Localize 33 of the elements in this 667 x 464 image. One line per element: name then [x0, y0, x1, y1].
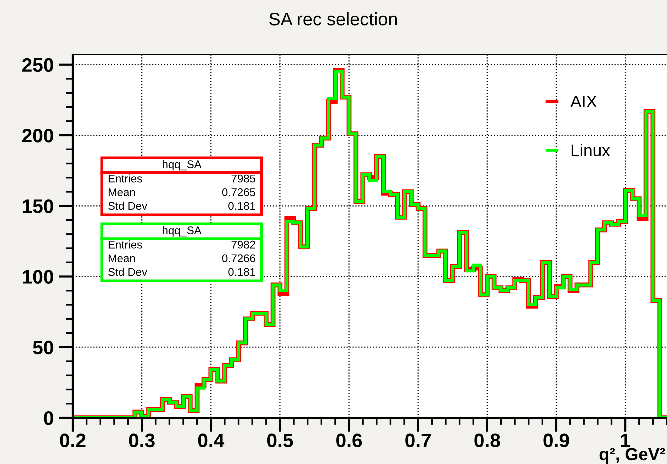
annotation: 7982 — [232, 240, 256, 249]
annotation: Mean — [108, 188, 136, 196]
y-tick-label: 0 — [44, 411, 54, 426]
annotation: 0.7265 — [222, 188, 256, 196]
annotation: Mean — [108, 254, 136, 262]
x-tick-label: 0.9 — [544, 434, 570, 448]
y-tick-label: 150 — [23, 200, 54, 214]
y-tick-label: 250 — [22, 58, 54, 72]
annotation: Std Dev — [108, 268, 148, 276]
x-tick-label: 0.4 — [198, 434, 225, 448]
x-tick-label: 0.6 — [336, 434, 362, 448]
x-tick-label: 0.5 — [267, 434, 294, 448]
annotation: Entries — [108, 174, 142, 183]
annotation: 7985 — [232, 174, 256, 183]
y-tick-label: 200 — [22, 128, 54, 143]
annotation: hqq_SA — [163, 160, 202, 171]
annotation: 0.181 — [228, 268, 256, 276]
y-tick-label: 100 — [23, 270, 54, 284]
x-tick-label: 1 — [621, 434, 630, 448]
legend-label: Linux — [572, 144, 610, 157]
x-tick-label: 0.3 — [129, 434, 155, 448]
x-tick-label: 0.7 — [406, 434, 432, 448]
x-tick-label: 0.8 — [474, 434, 500, 448]
chart-title: SA rec selection — [270, 12, 398, 26]
legend-label: AIX — [570, 96, 598, 108]
annotation: 0.7266 — [222, 254, 256, 262]
annotation: hqq_SA — [163, 226, 202, 237]
x-tick-label: 0.2 — [60, 434, 86, 448]
x-axis-title: q², GeV² — [600, 448, 666, 464]
annotation: Entries — [108, 240, 142, 249]
annotation: 0.181 — [228, 202, 256, 210]
y-tick-label: 50 — [33, 340, 54, 355]
annotation: Std Dev — [108, 202, 148, 210]
